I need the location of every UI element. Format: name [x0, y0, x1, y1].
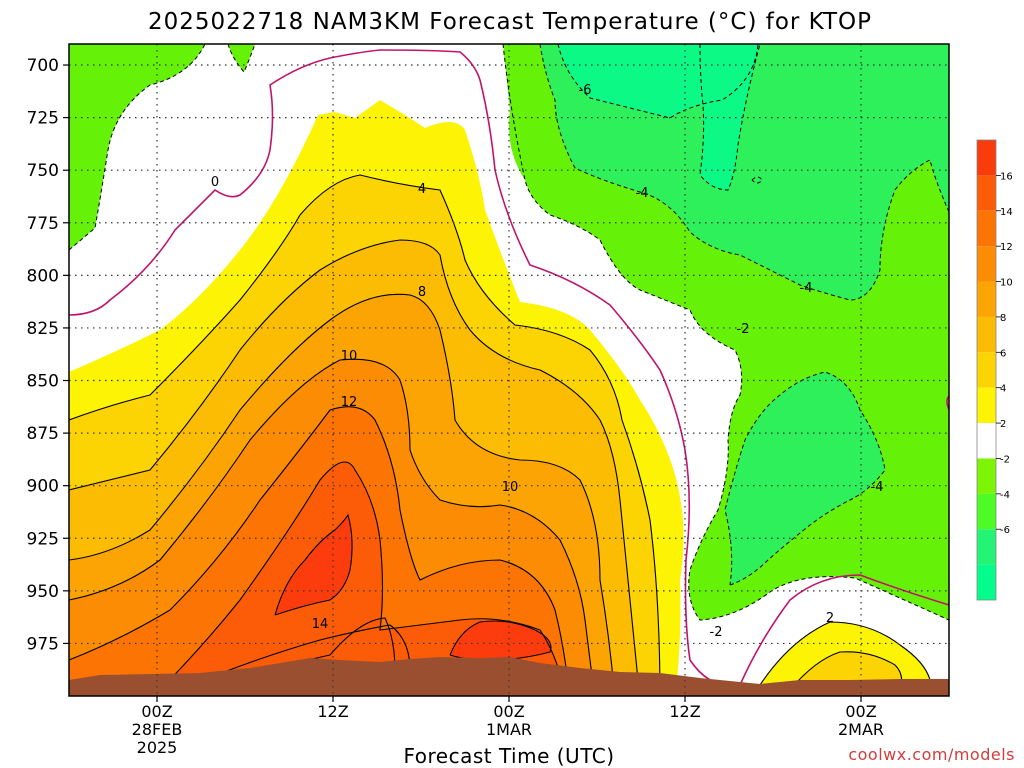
- contour-label: 4: [418, 182, 426, 197]
- contour-label: 0: [211, 175, 219, 190]
- x-axis-title: Forecast Time (UTC): [403, 744, 614, 768]
- plot-area: [69, 44, 949, 696]
- colorbar-label: 2: [1000, 419, 1006, 430]
- contour-label: 2: [826, 611, 834, 626]
- contour-minus2-top: [227, 44, 256, 73]
- y-tick-label: 925: [27, 529, 59, 549]
- cold-region-left: [69, 44, 205, 250]
- contour-labels: 0 4 8 10 12 14 10 -6 -4 -4 -2 -2 2 -4: [211, 83, 884, 640]
- plot-frame: [68, 43, 950, 697]
- y-tick-label: 725: [27, 109, 59, 129]
- contour-label: 14: [312, 617, 329, 632]
- colorbar-swatch: [977, 493, 996, 530]
- contour-12: [69, 406, 571, 696]
- x-tick-label: 00Z: [845, 702, 876, 721]
- contour-4-right: [789, 651, 903, 691]
- x-tick-label: 12Z: [669, 702, 700, 721]
- grid-lines: [69, 44, 949, 696]
- contour-8: [69, 293, 616, 696]
- contour-label: 10: [502, 480, 519, 495]
- contour-6: [69, 239, 641, 696]
- cold-shading: [69, 44, 949, 620]
- contour-minus6b: [699, 44, 761, 191]
- colorbar-swatch: [977, 564, 996, 600]
- contour-lines: [69, 174, 931, 696]
- contour-label: -4: [871, 480, 884, 495]
- y-tick-label: 700: [27, 56, 59, 76]
- colorbar-swatch: [977, 458, 996, 494]
- x-tick-label: 12Z: [317, 702, 348, 721]
- contour-label: 10: [341, 349, 358, 364]
- contour-minus4: [539, 44, 949, 301]
- contour-label: -6: [579, 83, 592, 98]
- colorbar-swatch: [977, 246, 996, 282]
- y-tick-label: 975: [27, 634, 59, 654]
- y-tick-label: 850: [27, 372, 59, 392]
- contour-10: [69, 358, 596, 696]
- colorbar-swatch: [977, 387, 996, 424]
- colorbar-frame: [976, 139, 997, 601]
- contour-minus2: [502, 44, 949, 621]
- contour-label: -2: [737, 322, 750, 337]
- contour-near-surface-1: [179, 624, 411, 691]
- negative-contours: [69, 44, 949, 621]
- chart-title: 2025022718 NAM3KM Forecast Temperature (…: [148, 9, 872, 35]
- contour-label: 8: [418, 285, 426, 300]
- colorbar-swatch: [977, 175, 996, 211]
- colorbar-label: -6: [1000, 525, 1010, 536]
- colorbar-swatch: [977, 281, 996, 317]
- colorbar-label: 10: [1000, 278, 1013, 289]
- x-tick-label: 00Z: [493, 702, 524, 721]
- contour-4: [69, 174, 661, 696]
- contour-14: [153, 461, 565, 696]
- contour-label: -2: [710, 625, 723, 640]
- y-tick-label: 800: [27, 266, 59, 286]
- x-tick-label: 1MAR: [486, 720, 532, 739]
- colorbar-label: 6: [1000, 348, 1006, 359]
- colorbar-label: -2: [1000, 454, 1010, 465]
- contour-minus6: [557, 44, 759, 119]
- y-tick-label: 900: [27, 477, 59, 497]
- colorbar-swatch: [977, 140, 996, 176]
- zero-line-main: [69, 49, 741, 687]
- x-tick-label: 2025: [137, 738, 178, 757]
- y-tick-label: 825: [27, 319, 59, 339]
- cold-region-top-small: [228, 44, 255, 72]
- colorbar-swatch: [977, 529, 996, 565]
- cold-region-minus4-lower: [725, 372, 885, 585]
- contour-label: 12: [341, 395, 358, 410]
- colorbar-label: 8: [1000, 313, 1006, 324]
- colorbar-label: 4: [1000, 384, 1006, 395]
- colorbar-label: -4: [1000, 490, 1010, 501]
- y-tick-label: 775: [27, 214, 59, 234]
- contour-16a: [274, 513, 353, 616]
- colorbar-swatch: [977, 352, 996, 388]
- credit-text: coolwx.com/models: [848, 745, 1015, 764]
- contour-label: -4: [636, 186, 649, 201]
- contour-label: -4: [800, 281, 813, 296]
- warm-max-right: [450, 621, 551, 660]
- y-axis: 700 725 750 775 800 825 850 875 900 925 950 975: [27, 56, 69, 654]
- contour-2-right: [759, 621, 931, 686]
- terrain: [69, 657, 949, 696]
- contour-minus2-left: [69, 44, 206, 251]
- x-tick-label: 28FEB: [132, 720, 183, 739]
- contour-minus4-lower: [724, 371, 886, 586]
- colorbar-label: 16: [1000, 171, 1013, 182]
- colorbar-swatch: [977, 210, 996, 247]
- colorbar-label: 14: [1000, 207, 1013, 218]
- x-tick-label: 00Z: [141, 702, 172, 721]
- colorbar-label: 12: [1000, 242, 1013, 253]
- y-tick-label: 950: [27, 582, 59, 602]
- x-tick-label: 2MAR: [838, 720, 884, 739]
- colorbar-swatch: [977, 423, 996, 459]
- colorbar: 16 14 12 10 8 6 4 2 -2 -4 -6: [976, 139, 1013, 601]
- y-tick-label: 875: [27, 424, 59, 444]
- cold-region-minus6b: [700, 44, 760, 190]
- y-tick-label: 750: [27, 161, 59, 181]
- colorbar-swatch: [977, 316, 996, 353]
